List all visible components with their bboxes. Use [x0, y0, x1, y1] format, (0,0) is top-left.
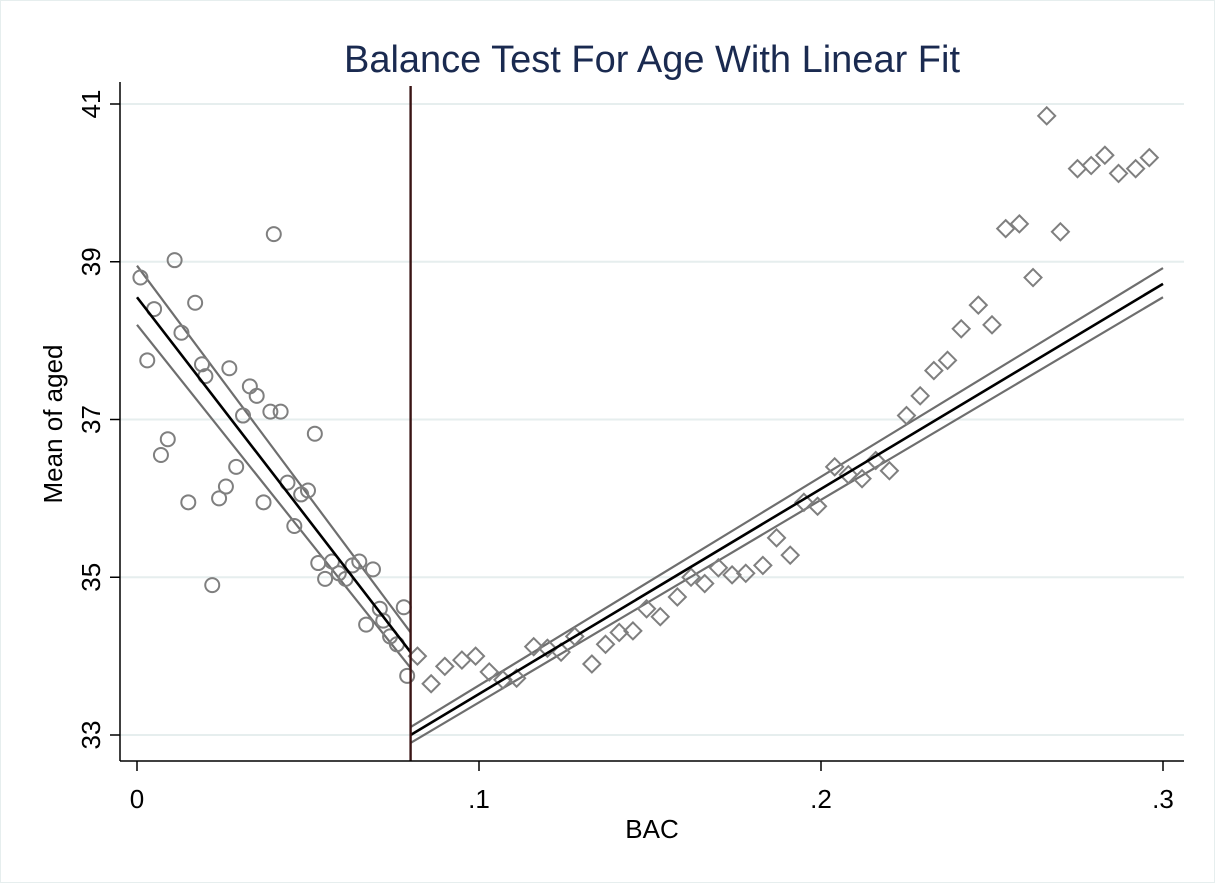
data-point-diamond [982, 314, 1002, 335]
data-point-circle [211, 490, 228, 507]
data-point-diamond [923, 360, 944, 381]
data-point-diamond [968, 295, 989, 316]
x-tick-label: .2 [810, 784, 832, 814]
data-point-circle [371, 600, 388, 617]
data-point-diamond [910, 385, 931, 406]
fit-lines [135, 282, 1164, 737]
ci-upper-line [410, 267, 1164, 729]
data-point-diamond [421, 673, 442, 694]
data-point-diamond [1094, 145, 1115, 166]
data-point-circle [265, 226, 282, 243]
y-tick-label: 35 [76, 563, 106, 592]
data-point-circle [248, 387, 265, 404]
data-point-diamond [1009, 213, 1030, 234]
data-point-diamond [896, 405, 917, 426]
data-point-circle [286, 517, 303, 534]
ci-lower-line [136, 324, 412, 669]
data-point-circle [152, 446, 169, 463]
data-point-diamond [1023, 267, 1043, 288]
y-axis-label: Mean of aged [38, 344, 68, 503]
x-axis-label: BAC [625, 814, 678, 844]
data-point-diamond [1139, 147, 1160, 168]
data-point-diamond [667, 587, 688, 607]
data-point-circle [221, 360, 238, 377]
data-point-diamond [937, 350, 958, 371]
fit-line [135, 296, 412, 653]
data-point-diamond [537, 638, 558, 659]
data-point-diamond [650, 606, 671, 627]
data-point-diamond [1050, 221, 1071, 242]
data-point-circle [180, 494, 197, 511]
data-point-circle [272, 403, 289, 420]
gridlines [120, 103, 1184, 736]
y-tick-label: 33 [76, 721, 106, 750]
chart-title: Balance Test For Age With Linear Fit [344, 39, 960, 81]
data-point-circle [166, 252, 183, 269]
data-point-diamond [1108, 163, 1129, 184]
data-point-circle [159, 431, 176, 448]
x-tick-label: .3 [1152, 784, 1174, 814]
data-point-circle [351, 553, 368, 570]
data-markers [132, 105, 1160, 694]
data-point-circle [306, 425, 323, 442]
data-point-diamond [523, 636, 544, 657]
data-point-diamond [708, 557, 729, 578]
x-tick-label: .1 [468, 784, 490, 814]
data-point-circle [300, 482, 316, 499]
data-point-circle [375, 612, 392, 629]
data-point-circle [228, 458, 245, 475]
y-tick-label: 41 [76, 90, 106, 119]
data-point-diamond [807, 496, 828, 517]
data-point-diamond [434, 656, 455, 677]
data-point-diamond [595, 634, 616, 655]
data-point-circle [262, 403, 279, 420]
data-point-circle [193, 356, 210, 373]
data-point-diamond [735, 563, 756, 584]
data-point-diamond [780, 545, 801, 566]
data-point-diamond [465, 646, 486, 667]
plot-area [120, 86, 1184, 761]
data-point-diamond [752, 555, 773, 576]
data-point-diamond [479, 661, 500, 682]
fit-line [409, 282, 1164, 737]
data-point-circle [139, 352, 156, 369]
data-point-diamond [622, 620, 643, 641]
data-point-circle [204, 577, 221, 594]
data-point-diamond [951, 318, 972, 339]
data-point-circle [217, 478, 234, 495]
data-point-diamond [852, 468, 872, 489]
confidence-bands [136, 265, 1164, 744]
data-point-diamond [824, 456, 845, 477]
data-point-diamond [793, 492, 814, 513]
data-point-circle [235, 407, 252, 424]
data-point-diamond [838, 464, 859, 485]
data-point-diamond [1081, 155, 1102, 176]
y-tick-label: 37 [76, 405, 106, 434]
data-point-diamond [694, 573, 715, 594]
ci-lower-line [410, 296, 1164, 744]
data-point-circle [399, 667, 416, 684]
data-point-circle [255, 494, 272, 511]
data-point-diamond [865, 450, 886, 471]
data-point-circle [187, 294, 204, 311]
data-point-circle [317, 570, 334, 587]
data-point-circle [132, 269, 149, 286]
data-point-diamond [1125, 158, 1146, 179]
data-point-diamond [581, 654, 602, 674]
y-tick-label: 39 [76, 247, 106, 276]
data-point-circle [358, 616, 375, 633]
data-point-circle [323, 553, 340, 570]
data-point-diamond [636, 598, 657, 619]
data-point-diamond [766, 527, 787, 548]
data-point-circle [364, 561, 381, 578]
axes: 33 35 37 39 41 0 .1 .2 .3 [76, 82, 1184, 814]
x-tick-label: 0 [130, 784, 144, 814]
data-point-circle [173, 324, 190, 341]
data-point-diamond [1036, 105, 1057, 126]
data-point-diamond [681, 567, 701, 588]
data-point-diamond [879, 460, 900, 481]
